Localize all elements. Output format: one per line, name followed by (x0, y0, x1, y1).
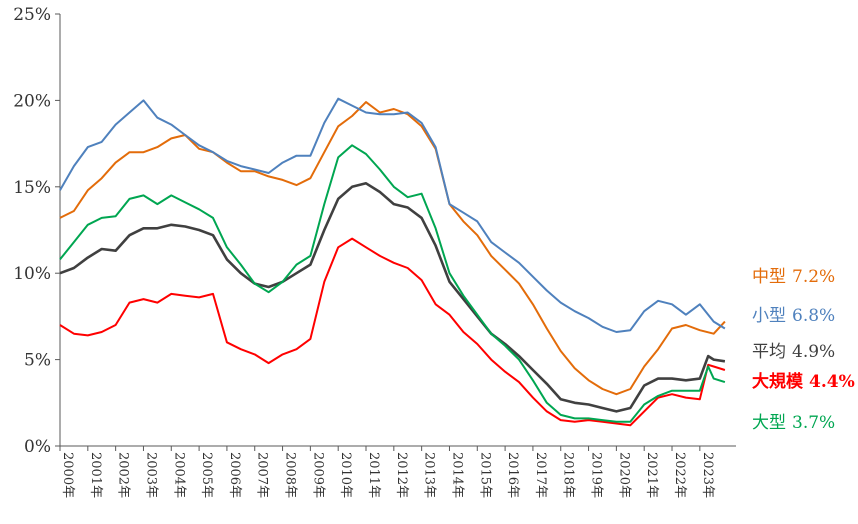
x-tick-label: 2019年 (589, 452, 604, 498)
legend-series-value: 4.9% (792, 342, 835, 362)
legend-entry: 平均 4.9% (752, 342, 835, 362)
x-tick-label: 2012年 (394, 452, 409, 498)
series-line-1 (59, 97, 726, 333)
legend-entry: 中型 7.2% (752, 267, 835, 287)
x-tick-label: 2020年 (616, 452, 631, 498)
x-tick-label: 2001年 (88, 452, 103, 498)
x-tick-label: 2008年 (283, 452, 298, 498)
series-line-2 (59, 182, 726, 413)
y-tick-label: 0% (24, 437, 51, 457)
legend-series-name: 小型 (752, 306, 786, 326)
series-line-4 (59, 144, 726, 423)
x-tick-label: 2021年 (644, 452, 659, 498)
y-tick-label: 10% (13, 264, 51, 284)
x-tick-label: 2015年 (477, 452, 492, 498)
series-line-3 (59, 237, 726, 427)
legend-series-name: 大型 (752, 413, 786, 433)
x-tick-label: 2014年 (449, 452, 464, 498)
x-tick-label: 2017年 (533, 452, 548, 498)
x-tick-label: 2011年 (366, 452, 381, 498)
axes (59, 14, 736, 447)
x-tick-label: 2004年 (171, 452, 186, 498)
x-tick-label: 2010年 (338, 452, 353, 498)
series-line-0 (59, 101, 726, 396)
legend-entry: 大規模 4.4% (752, 371, 855, 392)
legend-series-name: 大規模 (752, 371, 804, 392)
x-tick-label: 2023年 (700, 452, 715, 498)
series-lines (59, 97, 726, 427)
x-tick-label: 2002年 (116, 452, 131, 498)
legend-entry: 小型 6.8% (752, 306, 835, 326)
x-tick-label: 2006年 (227, 452, 242, 498)
legend-series-value: 6.8% (792, 306, 835, 326)
x-tick-label: 2007年 (255, 452, 270, 498)
y-tick-label: 5% (24, 351, 51, 371)
x-tick-label: 2003年 (143, 452, 158, 498)
x-tick-label: 2009年 (310, 452, 325, 498)
x-axis-ticks: 2000年 2001年 2002年 2003年 2004年 2005年 2006年 2007年… (59, 446, 715, 498)
x-tick-label: 2000年 (60, 452, 75, 498)
x-tick-label: 2013年 (422, 452, 437, 498)
legend-series-name: 平均 (752, 342, 786, 362)
x-tick-label: 2022年 (672, 452, 687, 498)
legend-series-value: 3.7% (792, 413, 835, 433)
x-tick-label: 2018年 (561, 452, 576, 498)
x-tick-label: 2016年 (505, 452, 520, 498)
legend-entry: 大型 3.7% (752, 413, 835, 433)
legend: 中型 7.2% 小型 6.8% 平均 4.9% 大規模 4.4% 大型 3.7% (752, 267, 855, 433)
legend-series-name: 中型 (752, 267, 786, 287)
y-tick-label: 25% (13, 5, 51, 25)
y-tick-label: 20% (13, 91, 51, 111)
y-axis-ticks: 0% 5% 10% 15% 20% 25% (13, 5, 60, 457)
x-tick-label: 2005年 (199, 452, 214, 498)
legend-series-value: 4.4% (809, 372, 855, 392)
y-tick-label: 15% (13, 178, 51, 198)
legend-series-value: 7.2% (792, 267, 835, 287)
